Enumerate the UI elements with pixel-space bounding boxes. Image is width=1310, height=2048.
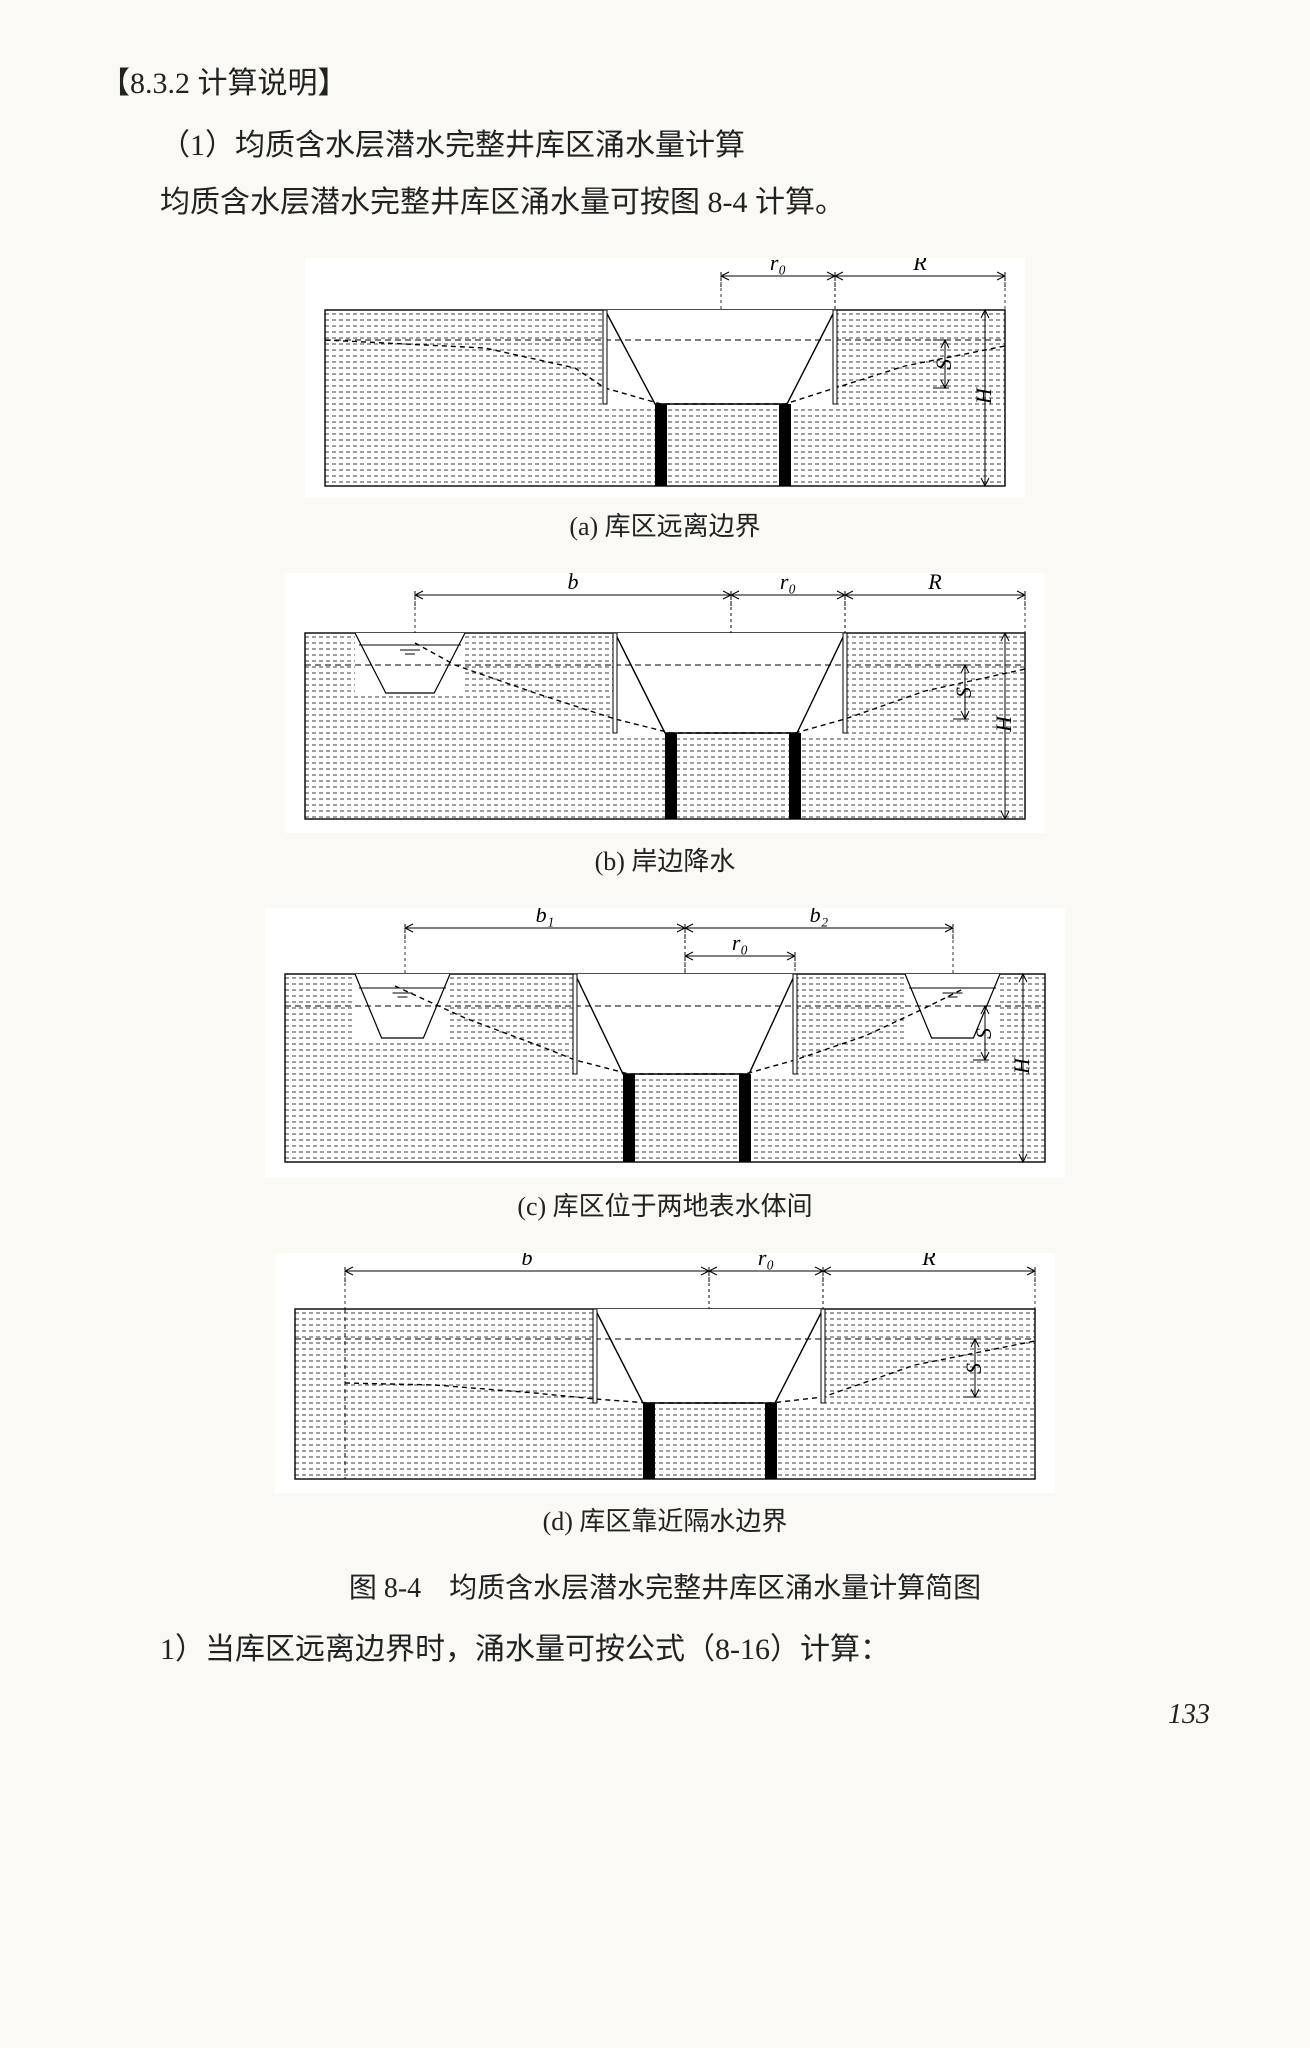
svg-text:S: S — [961, 1363, 986, 1374]
para-2: 均质含水层潜水完整井库区涌水量可按图 8-4 计算。 — [100, 177, 1230, 228]
svg-text:H: H — [991, 715, 1016, 733]
svg-text:b: b — [568, 573, 579, 594]
svg-text:r₀: r₀ — [780, 573, 796, 594]
svg-text:b₁: b₁ — [536, 908, 555, 927]
sub-caption-a: (a) 库区远离边界 — [100, 506, 1230, 543]
svg-text:b₂: b₂ — [810, 908, 829, 927]
diagram-c: b₁ b₂ r₀ S H — [265, 908, 1065, 1178]
section-heading: 【8.3.2 计算说明】 — [100, 60, 1230, 108]
svg-text:r₀: r₀ — [758, 1253, 774, 1270]
sub-caption-b: (b) 岸边降水 — [100, 841, 1230, 878]
svg-text:r₀: r₀ — [770, 258, 786, 275]
figure-caption: 图 8-4 均质含水层潜水完整井库区涌水量计算简图 — [100, 1566, 1230, 1606]
svg-text:H: H — [971, 387, 996, 405]
figure-panel-d: b r₀ R S (d) 库区靠近隔水边界 — [100, 1253, 1230, 1538]
svg-text:R: R — [927, 573, 942, 594]
svg-text:S: S — [971, 1028, 996, 1039]
figure-panel-b: b r₀ R S H (b) 岸边降水 — [100, 573, 1230, 878]
svg-text:r₀: r₀ — [732, 930, 748, 955]
diagram-a: r₀ R S H — [305, 258, 1025, 498]
svg-text:R: R — [921, 1253, 936, 1270]
diagram-b: b r₀ R S H — [285, 573, 1045, 833]
page-number: 133 — [100, 1699, 1230, 1731]
para-1: （1）均质含水层潜水完整井库区涌水量计算 — [100, 120, 1230, 171]
figure-block: r₀ R S H (a) 库区远离边界 b r₀ R S H (b) 岸边降水 b₁ b₂ r₀ S H (c)… — [100, 258, 1230, 1538]
sub-caption-c: (c) 库区位于两地表水体间 — [100, 1186, 1230, 1223]
svg-text:R: R — [912, 258, 927, 275]
sub-caption-d: (d) 库区靠近隔水边界 — [100, 1501, 1230, 1538]
para-3: 1）当库区远离边界时，涌水量可按公式（8-16）计算： — [100, 1624, 1230, 1675]
svg-text:S: S — [951, 687, 976, 698]
diagram-d: b r₀ R S — [275, 1253, 1055, 1493]
figure-panel-c: b₁ b₂ r₀ S H (c) 库区位于两地表水体间 — [100, 908, 1230, 1223]
svg-text:b: b — [522, 1253, 533, 1270]
figure-panel-a: r₀ R S H (a) 库区远离边界 — [100, 258, 1230, 543]
svg-text:S: S — [931, 359, 956, 370]
svg-text:H: H — [1009, 1057, 1034, 1075]
